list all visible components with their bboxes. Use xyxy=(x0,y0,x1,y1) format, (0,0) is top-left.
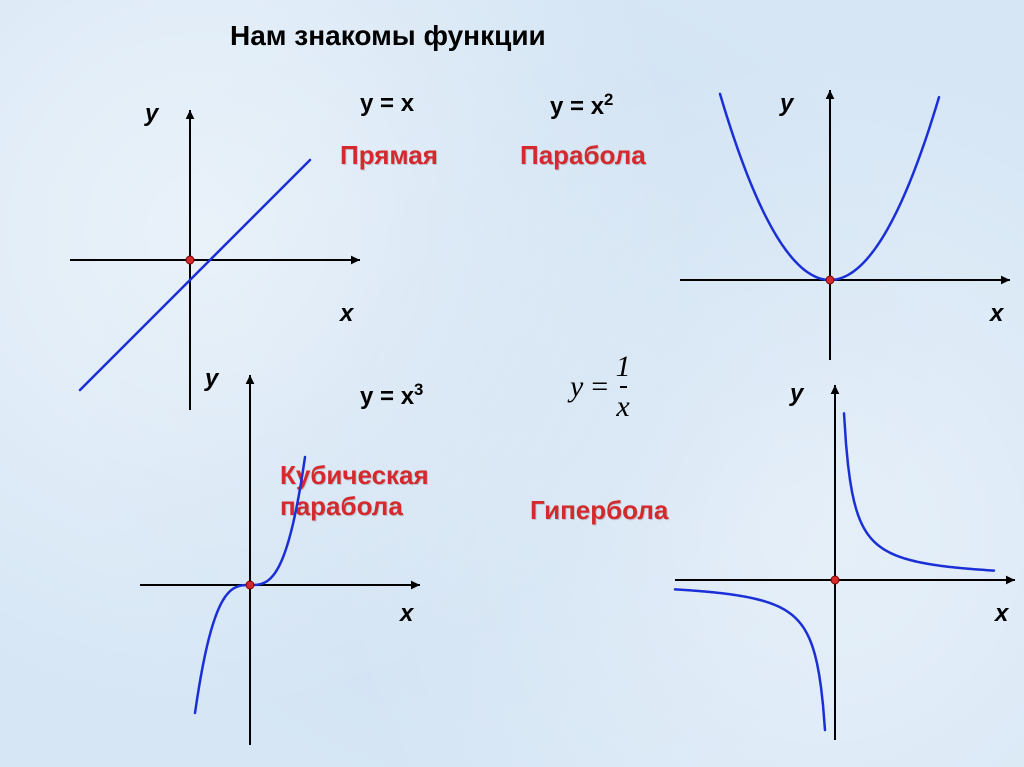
name-parabola: Парабола xyxy=(520,140,646,171)
y-label-parabola: у xyxy=(780,90,793,118)
name-hyperbola: Гипербола xyxy=(530,495,668,526)
equation-hyperbola: y=1x xyxy=(570,350,631,424)
page-title: Нам знакомы функции xyxy=(230,20,546,52)
graph-hyperbola xyxy=(660,380,1020,760)
x-label-parabola: х xyxy=(990,300,1003,328)
x-label-line: х xyxy=(340,300,353,328)
y-label-hyperbola: у xyxy=(790,380,803,408)
equation-parabola: у = х2 xyxy=(550,90,613,121)
graph-cubic xyxy=(120,370,440,760)
y-label-cubic: у xyxy=(205,365,218,393)
x-label-cubic: х xyxy=(400,600,413,628)
x-label-hyperbola: х xyxy=(995,600,1008,628)
y-label-line: у xyxy=(145,100,158,128)
graph-parabola xyxy=(660,80,1020,400)
